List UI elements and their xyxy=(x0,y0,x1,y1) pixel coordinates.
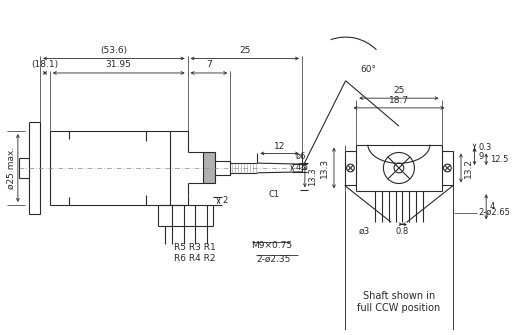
Text: 31.95: 31.95 xyxy=(106,60,132,69)
Text: full CCW position: full CCW position xyxy=(357,303,440,313)
Text: 2-ø2.65: 2-ø2.65 xyxy=(478,208,510,217)
Text: ø25 max.: ø25 max. xyxy=(7,147,15,189)
Text: Shaft shown in: Shaft shown in xyxy=(363,291,435,301)
Text: 25: 25 xyxy=(393,86,405,95)
Text: (18.1): (18.1) xyxy=(31,60,59,69)
Text: 2-ø2.35: 2-ø2.35 xyxy=(256,254,291,263)
Text: 25: 25 xyxy=(239,46,250,55)
Text: 12: 12 xyxy=(274,141,285,150)
Text: 13.2: 13.2 xyxy=(464,158,473,178)
Text: 4.5: 4.5 xyxy=(295,163,308,173)
Text: 7: 7 xyxy=(206,60,212,69)
Text: 60°: 60° xyxy=(360,65,376,74)
Text: (53.6): (53.6) xyxy=(100,46,127,55)
Text: R6 R4 R2: R6 R4 R2 xyxy=(174,254,215,263)
Text: 4: 4 xyxy=(490,202,495,211)
Bar xyxy=(203,152,215,184)
Text: M9×0.75: M9×0.75 xyxy=(251,241,293,250)
Text: 0.3: 0.3 xyxy=(478,143,492,152)
Text: 13.3: 13.3 xyxy=(308,168,317,186)
Text: C1: C1 xyxy=(269,190,280,199)
Text: 12.5: 12.5 xyxy=(490,155,508,164)
Text: 2: 2 xyxy=(222,196,228,205)
Text: ø6: ø6 xyxy=(295,151,306,160)
Text: ø3: ø3 xyxy=(358,227,370,236)
Text: 13.3: 13.3 xyxy=(320,158,329,178)
Text: 9: 9 xyxy=(478,152,484,161)
Text: R5 R3 R1: R5 R3 R1 xyxy=(174,243,216,252)
Text: 18.7: 18.7 xyxy=(389,96,409,105)
Text: 0.8: 0.8 xyxy=(396,227,409,236)
